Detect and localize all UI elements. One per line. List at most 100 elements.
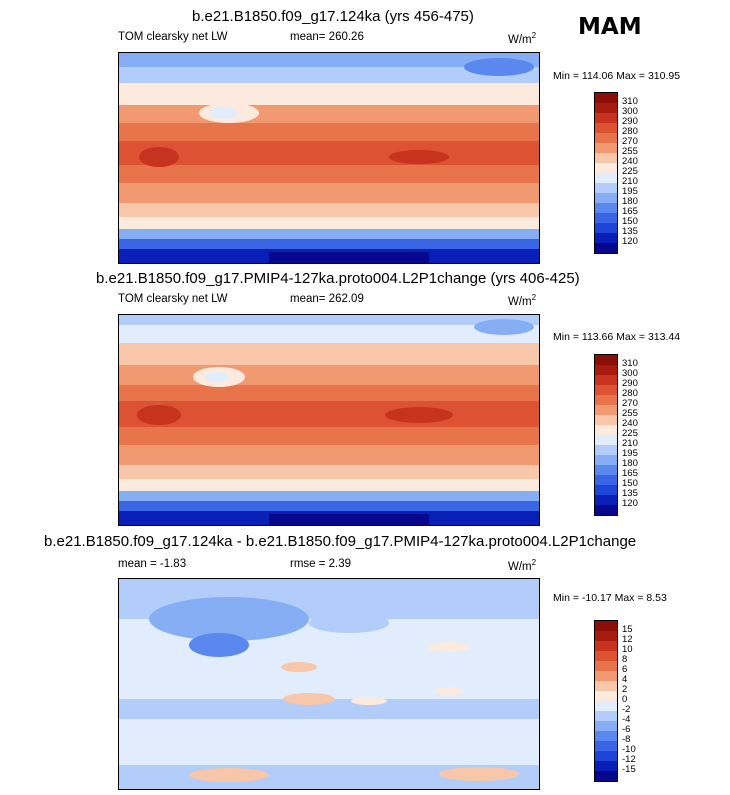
colorbar-tick-label: 12 — [622, 634, 633, 645]
colorbar-tick-label: 180 — [622, 196, 638, 207]
colorbar-segment — [595, 153, 617, 163]
colorbar-segment — [595, 425, 617, 435]
panel3-colorbar — [594, 620, 618, 782]
colorbar-segment — [595, 495, 617, 505]
panel3-title: b.e21.B1850.f09_g17.124ka - b.e21.B1850.… — [44, 533, 637, 550]
colorbar-segment — [595, 223, 617, 233]
panel2-minmax: Min = 113.66 Max = 313.44 — [553, 331, 681, 343]
colorbar-segment — [595, 113, 617, 123]
colorbar-tick-label: 180 — [622, 458, 638, 469]
colorbar-segment — [595, 671, 617, 681]
colorbar-segment — [595, 355, 617, 365]
colorbar-tick-label: 255 — [622, 408, 638, 419]
panel3-mean: mean = -1.83 — [118, 558, 187, 570]
colorbar-segment — [595, 731, 617, 741]
colorbar-tick-label: 280 — [622, 388, 638, 399]
colorbar-segment — [595, 681, 617, 691]
panel1-minmax: Min = 114.06 Max = 310.95 — [553, 70, 681, 82]
colorbar-tick-label: 240 — [622, 156, 638, 167]
colorbar-segment — [595, 621, 617, 631]
colorbar-segment — [595, 365, 617, 375]
colorbar-tick-label: 15 — [622, 624, 633, 635]
colorbar-segment — [595, 183, 617, 193]
colorbar-segment — [595, 415, 617, 425]
colorbar-segment — [595, 405, 617, 415]
colorbar-tick-label: 310 — [622, 358, 638, 369]
colorbar-segment — [595, 445, 617, 455]
colorbar-segment — [595, 711, 617, 721]
colorbar-tick-label: -10 — [622, 744, 636, 755]
colorbar-tick-label: 300 — [622, 106, 638, 117]
colorbar-tick-label: 135 — [622, 488, 638, 499]
panel2-field — [119, 315, 539, 525]
colorbar-segment — [595, 385, 617, 395]
colorbar-segment — [595, 691, 617, 701]
colorbar-segment — [595, 243, 617, 253]
colorbar-segment — [595, 771, 617, 781]
colorbar-segment — [595, 375, 617, 385]
colorbar-tick-label: 2 — [622, 684, 628, 695]
colorbar-segment — [595, 213, 617, 223]
colorbar-tick-label: 255 — [622, 146, 638, 157]
colorbar-segment — [595, 395, 617, 405]
colorbar-segment — [595, 193, 617, 203]
colorbar-tick-label: 165 — [622, 468, 638, 479]
panel1-map — [118, 52, 540, 264]
panel1-colorbar — [594, 92, 618, 254]
colorbar-tick-label: -8 — [622, 734, 631, 745]
colorbar-tick-label: 300 — [622, 368, 638, 379]
panel3-minmax: Min = -10.17 Max = 8.53 — [553, 592, 667, 604]
colorbar-segment — [595, 721, 617, 731]
colorbar-tick-label: 4 — [622, 674, 628, 685]
colorbar-tick-label: 290 — [622, 116, 638, 127]
colorbar-segment — [595, 485, 617, 495]
colorbar-segment — [595, 173, 617, 183]
colorbar-tick-label: 165 — [622, 206, 638, 217]
colorbar-segment — [595, 435, 617, 445]
colorbar-segment — [595, 203, 617, 213]
colorbar-segment — [595, 133, 617, 143]
colorbar-tick-label: 280 — [622, 126, 638, 137]
colorbar-segment — [595, 661, 617, 671]
colorbar-segment — [595, 465, 617, 475]
colorbar-segment — [595, 143, 617, 153]
panel2-colorbar — [594, 354, 618, 516]
colorbar-segment — [595, 631, 617, 641]
panel3-units: W/m2 — [508, 558, 537, 573]
colorbar-tick-label: 270 — [622, 398, 638, 409]
colorbar-tick-label: 195 — [622, 186, 638, 197]
colorbar-tick-label: -2 — [622, 704, 631, 715]
panel3-field — [119, 579, 539, 789]
colorbar-segment — [595, 651, 617, 661]
colorbar-tick-label: 225 — [622, 428, 638, 439]
colorbar-tick-label: -4 — [622, 714, 631, 725]
colorbar-tick-label: 210 — [622, 438, 638, 449]
colorbar-tick-label: -6 — [622, 724, 631, 735]
colorbar-segment — [595, 455, 617, 465]
colorbar-segment — [595, 751, 617, 761]
colorbar-segment — [595, 475, 617, 485]
colorbar-tick-label: -15 — [622, 764, 636, 775]
colorbar-segment — [595, 93, 617, 103]
colorbar-tick-label: 150 — [622, 478, 638, 489]
colorbar-tick-label: 290 — [622, 378, 638, 389]
colorbar-segment — [595, 701, 617, 711]
colorbar-tick-label: -12 — [622, 754, 636, 765]
panel2-units: W/m2 — [508, 293, 537, 308]
colorbar-tick-label: 120 — [622, 498, 638, 509]
panel3-map — [118, 578, 540, 790]
colorbar-tick-label: 120 — [622, 236, 638, 247]
panel3-rmse: rmse = 2.39 — [290, 558, 352, 570]
colorbar-tick-label: 150 — [622, 216, 638, 227]
colorbar-segment — [595, 641, 617, 651]
colorbar-tick-label: 270 — [622, 136, 638, 147]
colorbar-tick-label: 210 — [622, 176, 638, 187]
colorbar-segment — [595, 761, 617, 771]
colorbar-segment — [595, 505, 617, 515]
colorbar-tick-label: 310 — [622, 96, 638, 107]
colorbar-tick-label: 0 — [622, 694, 628, 705]
panel2-map — [118, 314, 540, 526]
panel2-variable: TOM clearsky net LW — [118, 293, 228, 305]
colorbar-tick-label: 6 — [622, 664, 628, 675]
colorbar-tick-label: 240 — [622, 418, 638, 429]
